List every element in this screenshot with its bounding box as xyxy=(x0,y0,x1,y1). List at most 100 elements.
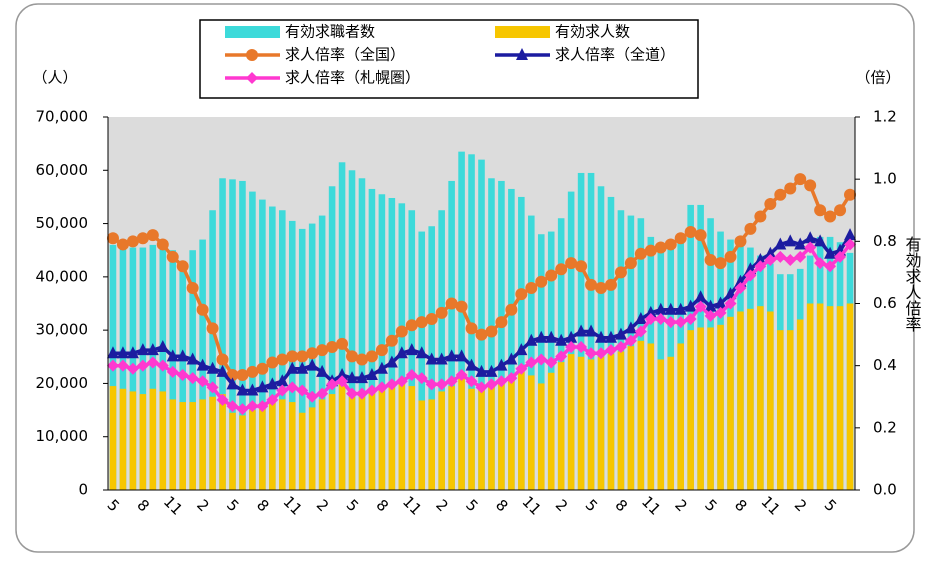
point xyxy=(346,371,359,384)
point xyxy=(176,260,189,273)
point xyxy=(734,281,747,294)
bar xyxy=(687,330,694,490)
bar xyxy=(119,388,127,490)
legend-label: 有効求人数 xyxy=(555,23,630,41)
point xyxy=(216,393,229,406)
point xyxy=(614,341,627,354)
bar xyxy=(518,370,525,490)
bar xyxy=(219,178,226,490)
bar xyxy=(657,359,665,490)
bar xyxy=(607,354,615,490)
point xyxy=(475,328,488,341)
bar xyxy=(288,402,296,490)
point xyxy=(575,260,588,273)
point xyxy=(654,313,667,326)
bar xyxy=(757,306,764,490)
point xyxy=(684,299,697,312)
bar xyxy=(239,180,246,490)
point xyxy=(804,179,817,192)
point xyxy=(355,387,368,400)
point xyxy=(475,364,488,377)
y2-tick-label: 1.0 xyxy=(873,170,897,188)
point xyxy=(664,238,677,251)
point xyxy=(555,263,568,276)
bar xyxy=(159,391,167,490)
bar xyxy=(308,407,316,490)
y2-tick-label: 0.8 xyxy=(873,232,897,250)
point xyxy=(316,387,329,400)
bar xyxy=(438,210,445,490)
point xyxy=(505,352,518,365)
bar xyxy=(707,327,714,490)
y2-tick-label: 1.2 xyxy=(873,108,897,126)
bar xyxy=(846,303,854,490)
bar xyxy=(468,154,475,491)
point xyxy=(226,377,239,390)
point xyxy=(555,350,568,363)
bar xyxy=(697,327,704,490)
point xyxy=(236,383,249,396)
bar xyxy=(428,399,435,490)
point xyxy=(664,316,677,329)
y2-axis-title: 有効求人倍率 xyxy=(903,236,922,332)
legend-label: 有効求職者数 xyxy=(285,23,375,41)
y-tick-label: 70,000 xyxy=(36,108,89,126)
point xyxy=(146,343,159,356)
point xyxy=(296,361,309,374)
point xyxy=(784,234,797,247)
point xyxy=(774,237,787,250)
bar xyxy=(727,316,734,490)
bar xyxy=(547,372,555,490)
point xyxy=(495,316,508,329)
bar xyxy=(338,162,346,491)
point xyxy=(256,362,269,375)
bar xyxy=(398,383,406,490)
point xyxy=(704,299,717,312)
point xyxy=(365,350,378,363)
bar xyxy=(358,394,366,490)
point xyxy=(844,188,857,201)
bar xyxy=(209,396,216,490)
bar xyxy=(557,362,565,490)
point xyxy=(684,226,697,239)
point xyxy=(246,49,258,61)
point xyxy=(614,327,627,340)
point xyxy=(136,343,149,356)
bar xyxy=(189,250,196,490)
point xyxy=(545,330,558,343)
point xyxy=(465,358,478,371)
point xyxy=(704,253,717,266)
point xyxy=(654,241,667,254)
point xyxy=(276,384,289,397)
point xyxy=(405,343,418,356)
bar xyxy=(129,391,137,490)
bar xyxy=(796,319,804,490)
point xyxy=(495,375,508,388)
point xyxy=(764,253,777,266)
point xyxy=(634,325,647,338)
y-tick-label: 40,000 xyxy=(36,267,89,285)
point xyxy=(516,48,528,60)
bar xyxy=(179,402,186,490)
bar xyxy=(806,303,814,490)
bar xyxy=(458,378,465,490)
bar xyxy=(508,375,515,490)
bar xyxy=(528,215,535,491)
point xyxy=(206,381,219,394)
point xyxy=(126,235,139,248)
point xyxy=(774,188,787,201)
point xyxy=(505,372,518,385)
point xyxy=(316,364,329,377)
bar xyxy=(508,188,515,490)
bar xyxy=(149,388,157,490)
point xyxy=(355,371,368,384)
bar xyxy=(607,196,615,490)
point xyxy=(744,269,757,282)
point xyxy=(714,257,727,270)
bar xyxy=(279,399,286,490)
point xyxy=(585,324,598,337)
point xyxy=(306,390,319,403)
point xyxy=(495,358,508,371)
bar xyxy=(378,194,386,490)
point xyxy=(276,353,289,366)
